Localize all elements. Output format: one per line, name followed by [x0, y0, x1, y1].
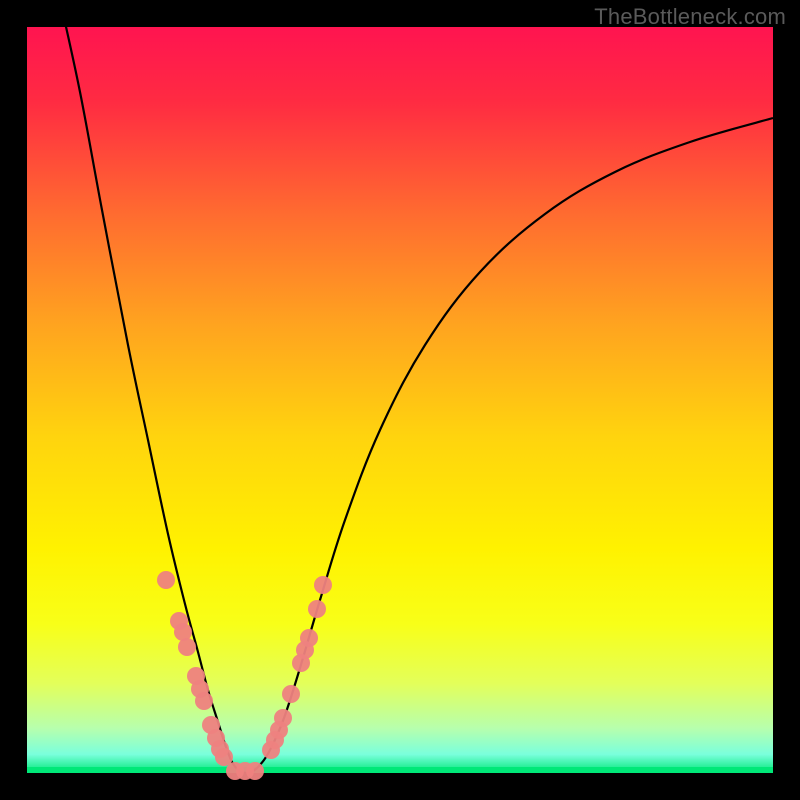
data-point-left-10	[215, 748, 233, 766]
data-point-left-3	[178, 638, 196, 656]
data-point-right-7	[300, 629, 318, 647]
chart-container: TheBottleneck.com	[0, 0, 800, 800]
bottleneck-curve-chart	[0, 0, 800, 800]
data-point-bottom-2	[246, 762, 264, 780]
data-point-right-4	[282, 685, 300, 703]
data-point-right-3	[274, 709, 292, 727]
bottom-green-band	[27, 767, 773, 773]
data-point-left-6	[195, 692, 213, 710]
data-point-right-8	[308, 600, 326, 618]
watermark-text: TheBottleneck.com	[594, 4, 786, 30]
data-point-left-0	[157, 571, 175, 589]
data-point-right-9	[314, 576, 332, 594]
